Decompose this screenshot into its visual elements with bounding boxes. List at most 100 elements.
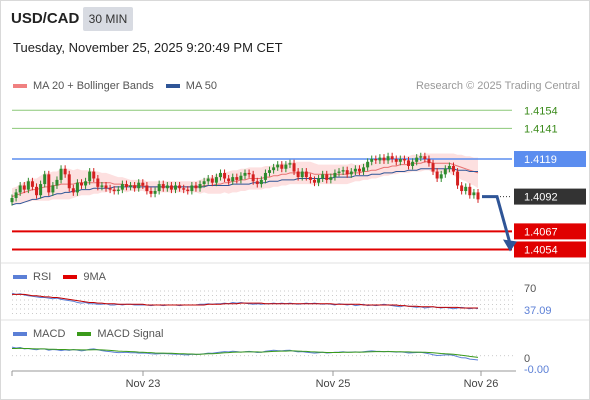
candle-body <box>202 181 206 185</box>
candle-body <box>84 181 88 186</box>
level-tag-3 <box>514 223 586 240</box>
candle-body <box>112 189 116 192</box>
x-tick-label: Nov 23 <box>126 378 161 390</box>
candle-body <box>415 157 419 162</box>
candle-body <box>157 184 161 192</box>
level-tag-2 <box>514 151 586 168</box>
candle-body <box>382 157 386 161</box>
candle-body <box>460 185 464 192</box>
candle-body <box>96 178 100 187</box>
candle-body <box>443 168 447 175</box>
candle-body <box>349 171 353 175</box>
candle-body <box>370 159 374 162</box>
credit-text: Research © 2025 Trading Central <box>415 80 580 92</box>
candle-body <box>39 184 43 196</box>
candle-body <box>255 181 259 185</box>
candle-body <box>198 184 202 189</box>
symbol-label: USD/CAD <box>11 10 80 27</box>
x-tick-label: Nov 25 <box>316 378 351 390</box>
legend-label-macd-signal: MACD Signal <box>97 328 164 340</box>
level-label-3: 1.4067 <box>524 226 558 238</box>
candle-body <box>79 182 83 186</box>
candle-body <box>231 177 235 182</box>
candle-body <box>308 177 312 180</box>
macd-level-label: 0 <box>524 353 530 365</box>
candle-body <box>190 185 194 192</box>
candle-body <box>317 178 321 183</box>
macd-legend: MACD MACD Signal <box>13 328 175 340</box>
candle-body <box>407 160 411 166</box>
legend-item-macd: MACD <box>13 328 65 340</box>
candle-body <box>120 184 124 190</box>
candle-body <box>161 184 165 189</box>
candle-body <box>227 178 231 182</box>
candle-body <box>59 168 63 180</box>
candle-body <box>329 177 333 180</box>
candle-body <box>108 188 112 190</box>
candle-body <box>333 172 337 178</box>
candle-body <box>186 189 190 192</box>
candle-body <box>284 164 288 169</box>
candle-body <box>357 168 361 172</box>
legend-swatch-ma20 <box>13 84 27 88</box>
legend-swatch-rsi-ma <box>63 275 78 279</box>
candle-body <box>272 167 276 171</box>
candle-body <box>423 156 427 160</box>
rsi-level-label: 70 <box>524 283 536 295</box>
candle-body <box>431 163 435 172</box>
timeframe-button[interactable]: 30 MIN <box>83 7 133 31</box>
candle-body <box>288 163 292 165</box>
candle-body <box>104 185 108 189</box>
candle-body <box>165 185 169 189</box>
candle-body <box>10 197 14 203</box>
candle-body <box>182 188 186 190</box>
candle-body <box>169 185 173 190</box>
candle-body <box>451 165 455 172</box>
candle-body <box>67 174 71 189</box>
level-label-0: 1.4154 <box>524 105 558 117</box>
candle-body <box>239 175 243 180</box>
projection-arrow <box>482 195 512 244</box>
candle-body <box>268 170 272 173</box>
candle-body <box>427 159 431 164</box>
candle-body <box>296 171 300 178</box>
candle-body <box>129 185 133 187</box>
candle-body <box>366 161 370 168</box>
candle-body <box>133 185 137 189</box>
candle-body <box>251 174 255 182</box>
rsi-ma-line <box>12 293 478 309</box>
legend-label-rsi-ma: 9MA <box>83 271 106 283</box>
macd-signal-line <box>12 347 479 358</box>
candle-body <box>47 174 51 193</box>
candle-body <box>439 174 443 179</box>
timestamp: Tuesday, November 25, 2025 9:20:49 PM CE… <box>13 40 283 55</box>
candle-body <box>51 185 55 193</box>
level-tag-4 <box>514 241 586 258</box>
x-tick-label: Nov 26 <box>464 378 499 390</box>
candle-body <box>378 157 382 161</box>
candle-body <box>71 188 75 193</box>
legend-label-ma50: MA 50 <box>185 80 217 92</box>
candle-body <box>292 163 296 172</box>
candle-body <box>235 177 239 180</box>
candle-body <box>243 172 247 176</box>
candle-body <box>447 165 451 169</box>
candle-body <box>337 171 341 173</box>
candle-body <box>214 177 218 183</box>
candle-body <box>22 185 26 190</box>
current-price-tag <box>514 188 586 205</box>
macd-last-value: -0.00 <box>524 364 549 376</box>
candle-body <box>149 191 153 194</box>
candle-body <box>210 178 214 183</box>
candle-body <box>435 171 439 179</box>
candle-body <box>116 189 120 192</box>
level-label-4: 1.4054 <box>524 244 558 256</box>
legend-swatch-macd <box>13 332 27 336</box>
candle-body <box>259 179 263 185</box>
candle-body <box>88 171 92 182</box>
candle-body <box>468 186 472 196</box>
candle-body <box>390 156 394 160</box>
candle-body <box>174 185 178 190</box>
candle-body <box>247 172 251 175</box>
